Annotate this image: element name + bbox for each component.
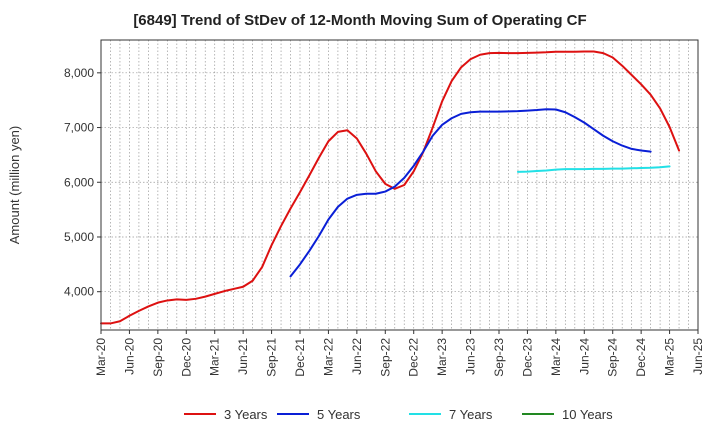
x-tick-label: Jun-21	[236, 338, 250, 375]
x-tick-label: Jun-23	[464, 338, 478, 375]
legend-label: 7 Years	[449, 407, 493, 422]
y-tick-label: 6,000	[64, 175, 94, 189]
x-tick-label: Sep-24	[606, 338, 620, 377]
x-axis-ticks: Mar-20 Jun-20 Sep-20 Dec-20 Mar-21 Jun-21 Sep-…	[94, 330, 705, 377]
y-tick-label: 8,000	[64, 66, 94, 80]
x-tick-label: Dec-23	[520, 338, 534, 377]
grid-lines	[101, 40, 698, 330]
series-lines	[100, 50, 681, 325]
x-tick-label: Mar-21	[208, 338, 222, 376]
series-line-7-years	[516, 165, 671, 173]
y-axis-label: Amount (million yen)	[7, 126, 22, 245]
x-tick-label: Jun-25	[691, 338, 705, 375]
y-axis-ticks: 4,000 5,000 6,000 7,000 8,000	[64, 66, 101, 299]
x-tick-label: Sep-21	[265, 338, 279, 377]
x-tick-label: Dec-20	[179, 338, 193, 377]
x-tick-label: Dec-22	[407, 338, 421, 377]
x-tick-label: Jun-24	[577, 338, 591, 375]
x-tick-label: Dec-21	[293, 338, 307, 377]
x-tick-label: Sep-20	[151, 338, 165, 377]
chart-title: [6849] Trend of StDev of 12-Month Moving…	[133, 12, 587, 29]
x-tick-label: Mar-22	[321, 338, 335, 376]
x-tick-label: Sep-23	[492, 338, 506, 377]
x-tick-label: Mar-25	[663, 338, 677, 376]
legend-label: 3 Years	[224, 407, 268, 422]
x-tick-label: Sep-22	[378, 338, 392, 377]
x-tick-label: Jun-20	[122, 338, 136, 375]
legend: 3 Years 5 Years 7 Years 10 Years	[184, 407, 613, 422]
series-line-5-years	[289, 108, 652, 278]
series-line-3-years	[100, 50, 681, 325]
y-tick-label: 5,000	[64, 230, 94, 244]
y-tick-label: 4,000	[64, 285, 94, 299]
plot-frame	[100, 39, 699, 331]
x-tick-label: Dec-24	[634, 338, 648, 377]
legend-label: 10 Years	[562, 407, 613, 422]
x-tick-label: Mar-23	[435, 338, 449, 376]
x-tick-label: Mar-20	[94, 338, 108, 376]
legend-label: 5 Years	[317, 407, 361, 422]
x-tick-label: Mar-24	[549, 338, 563, 376]
x-tick-label: Jun-22	[350, 338, 364, 375]
y-tick-label: 7,000	[64, 121, 94, 135]
